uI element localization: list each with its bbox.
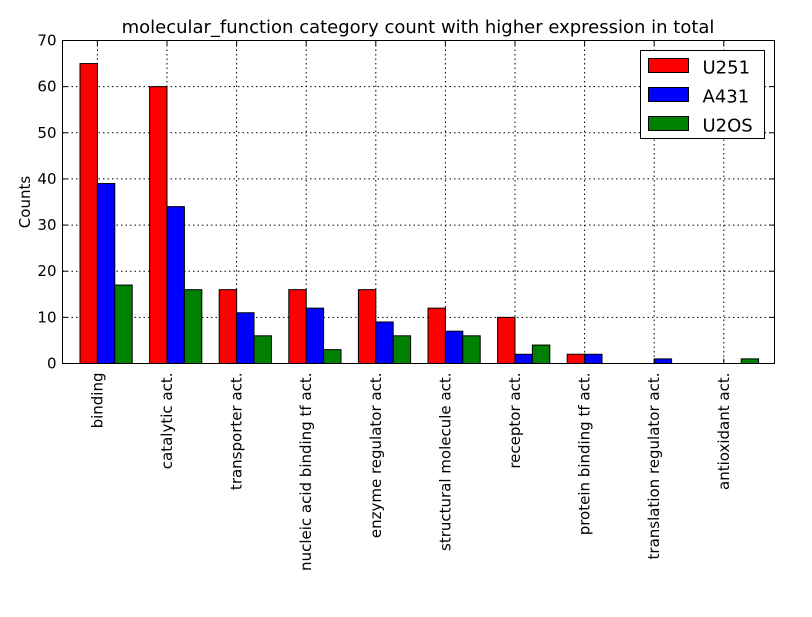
plot-area-frame [62,40,775,364]
x-tick-label: receptor act. [506,373,524,469]
bar-u2os-2 [253,335,272,365]
bar-a431-7 [584,353,603,364]
bar-a431-0 [96,183,116,364]
y-tick-label: 0 [47,355,57,373]
bar-a431-1 [166,206,185,364]
bar-u2os-4 [392,335,412,365]
bar-u2os-9 [740,358,760,364]
x-tick-label: enzyme regulator act. [367,373,385,539]
x-tick-label: antioxidant act. [715,373,733,490]
bar-u251-5 [427,307,446,364]
bar-a431-2 [236,312,255,364]
bar-u2os-6 [531,344,551,364]
legend: U251 A431 U2OS [640,50,765,139]
x-tick-label: structural molecule act. [436,373,454,552]
bar-u2os-5 [462,335,481,365]
bar-u2os-3 [323,349,342,364]
x-tick-label: protein binding tf act. [576,373,594,536]
legend-swatch-u2os [648,116,689,131]
y-tick-label: 20 [37,262,56,280]
y-tick-label: 40 [37,170,56,188]
grid-layer [62,40,775,364]
y-axis-label: Counts [16,176,34,229]
legend-label-u2os: U2OS [703,116,753,137]
bar-u2os-1 [183,289,203,364]
bar-u251-4 [357,289,377,364]
legend-swatch-u251 [648,58,689,73]
legend-label-a431: A431 [703,87,750,108]
y-tick-label: 10 [37,308,56,326]
bar-u2os-0 [114,284,133,364]
bar-u251-3 [288,289,307,364]
bar-u251-2 [218,289,238,364]
legend-swatch-a431 [648,87,689,102]
x-tick-label: nucleic acid binding tf act. [297,373,315,571]
y-tick-label: 70 [37,32,56,50]
x-tick-label: transporter act. [228,373,246,491]
bar-u251-0 [79,63,98,364]
ticks-layer: 0 10 20 30 40 50 60 70 binding catalytic act. tran… [37,32,775,571]
y-tick-label: 30 [37,216,56,234]
y-tick-label: 50 [37,124,56,142]
bar-a431-3 [305,307,325,364]
bar-a431-8 [653,358,673,364]
y-tick-label: 60 [37,78,56,96]
x-tick-label: catalytic act. [158,373,176,470]
bar-a431-4 [375,321,394,365]
legend-label-u251: U251 [703,58,751,79]
bar-u251-1 [149,86,168,365]
x-tick-label: binding [88,373,106,429]
bar-u251-7 [566,353,586,364]
bar-a431-5 [444,330,464,365]
chart-title: molecular_function category count with h… [122,17,715,38]
x-tick-label: translation regulator act. [645,373,663,560]
bar-a431-6 [514,353,533,364]
bar-u251-6 [497,316,516,365]
